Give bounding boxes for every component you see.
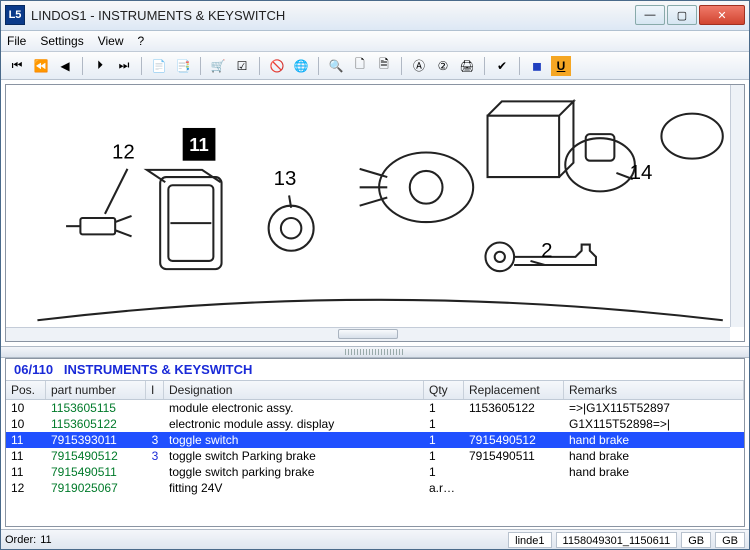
table-row[interactable]: 1179154905123toggle switch Parking brake…	[6, 448, 744, 464]
menu-view[interactable]: View	[98, 34, 124, 48]
list-heading: 06/110 INSTRUMENTS & KEYSWITCH	[6, 359, 744, 380]
status-lang1: GB	[681, 532, 711, 548]
toolbar-button-15[interactable]: ②	[433, 56, 453, 76]
table-row[interactable]: 101153605115module electronic assy.11153…	[6, 400, 744, 416]
table-row[interactable]: 101153605122electronic module assy. disp…	[6, 416, 744, 432]
svg-text:13: 13	[274, 167, 297, 190]
table-row[interactable]: 117915490511toggle switch parking brake1…	[6, 464, 744, 480]
status-doc: 1158049301_1150611	[556, 532, 678, 548]
titlebar: L5 LINDOS1 - INSTRUMENTS & KEYSWITCH — ▢…	[1, 1, 749, 31]
toolbar-button-19[interactable]: U	[551, 56, 571, 76]
toolbar-button-9[interactable]: 🚫	[267, 56, 287, 76]
col-part-number[interactable]: part number	[46, 381, 146, 399]
toolbar-button-6[interactable]: 📑	[173, 56, 193, 76]
grid-header: Pos. part number I Designation Qty Repla…	[6, 380, 744, 400]
toolbar-button-10[interactable]: 🌐	[291, 56, 311, 76]
toolbar-button-4[interactable]: ⏭	[114, 56, 134, 76]
table-row[interactable]: 1179153930113toggle switch17915490512han…	[6, 432, 744, 448]
close-button[interactable]: ✕	[699, 5, 745, 25]
minimize-button[interactable]: —	[635, 5, 665, 25]
toolbar-button-14[interactable]: Ⓐ	[409, 56, 429, 76]
toolbar-button-17[interactable]: ✔	[492, 56, 512, 76]
table-row[interactable]: 127919025067fitting 24Va.req.	[6, 480, 744, 496]
toolbar-button-2[interactable]: ◀	[55, 56, 75, 76]
menu-settings[interactable]: Settings	[40, 34, 83, 48]
toolbar-button-18[interactable]: ◼	[527, 56, 547, 76]
toolbar-button-1[interactable]: ⏪	[31, 56, 51, 76]
status-order-value: 11	[40, 534, 51, 546]
toolbar-button-16[interactable]: 🖨	[457, 56, 477, 76]
app-icon: L5	[5, 5, 25, 25]
parts-list-pane: 06/110 INSTRUMENTS & KEYSWITCH Pos. part…	[5, 358, 745, 528]
menubar: File Settings View ?	[1, 31, 749, 53]
statusbar: Order: 11 linde1 1158049301_1150611 GB G…	[1, 529, 749, 549]
window-title: LINDOS1 - INSTRUMENTS & KEYSWITCH	[31, 8, 635, 23]
toolbar-button-8[interactable]: ☑	[232, 56, 252, 76]
svg-text:11: 11	[189, 134, 208, 155]
toolbar-button-5[interactable]: 📄	[149, 56, 169, 76]
svg-text:14: 14	[630, 161, 653, 184]
menu-help[interactable]: ?	[138, 34, 145, 48]
col-i[interactable]: I	[146, 381, 164, 399]
toolbar-button-11[interactable]: 🔍	[326, 56, 346, 76]
parts-diagram: 11 12 13 14 2	[6, 85, 744, 341]
toolbar-button-7[interactable]: 🛒	[208, 56, 228, 76]
status-user: linde1	[508, 532, 551, 548]
splitter[interactable]	[1, 346, 749, 358]
diagram-pane[interactable]: 11 12 13 14 2	[5, 84, 745, 342]
maximize-button[interactable]: ▢	[667, 5, 697, 25]
col-pos[interactable]: Pos.	[6, 381, 46, 399]
col-replacement[interactable]: Replacement	[464, 381, 564, 399]
diagram-scrollbar-horizontal[interactable]	[6, 327, 730, 341]
grid-body[interactable]: 101153605115module electronic assy.11153…	[6, 400, 744, 527]
toolbar-button-12[interactable]: 🗋	[350, 56, 370, 76]
svg-text:12: 12	[112, 141, 135, 164]
col-qty[interactable]: Qty	[424, 381, 464, 399]
toolbar-button-0[interactable]: ⏮	[7, 56, 27, 76]
toolbar-button-13[interactable]: 🗎	[374, 56, 394, 76]
toolbar-button-3[interactable]: ⏵	[90, 56, 110, 76]
status-order-label: Order:	[5, 534, 36, 546]
diagram-scrollbar-vertical[interactable]	[730, 85, 744, 327]
toolbar: ⏮⏪◀ ⏵⏭ 📄📑 🛒☑ 🚫🌐 🔍🗋🗎 Ⓐ②🖨 ✔ ◼U	[1, 52, 749, 80]
col-designation[interactable]: Designation	[164, 381, 424, 399]
svg-text:2: 2	[541, 239, 552, 262]
menu-file[interactable]: File	[7, 34, 26, 48]
status-lang2: GB	[715, 532, 745, 548]
col-remarks[interactable]: Remarks	[564, 381, 744, 399]
